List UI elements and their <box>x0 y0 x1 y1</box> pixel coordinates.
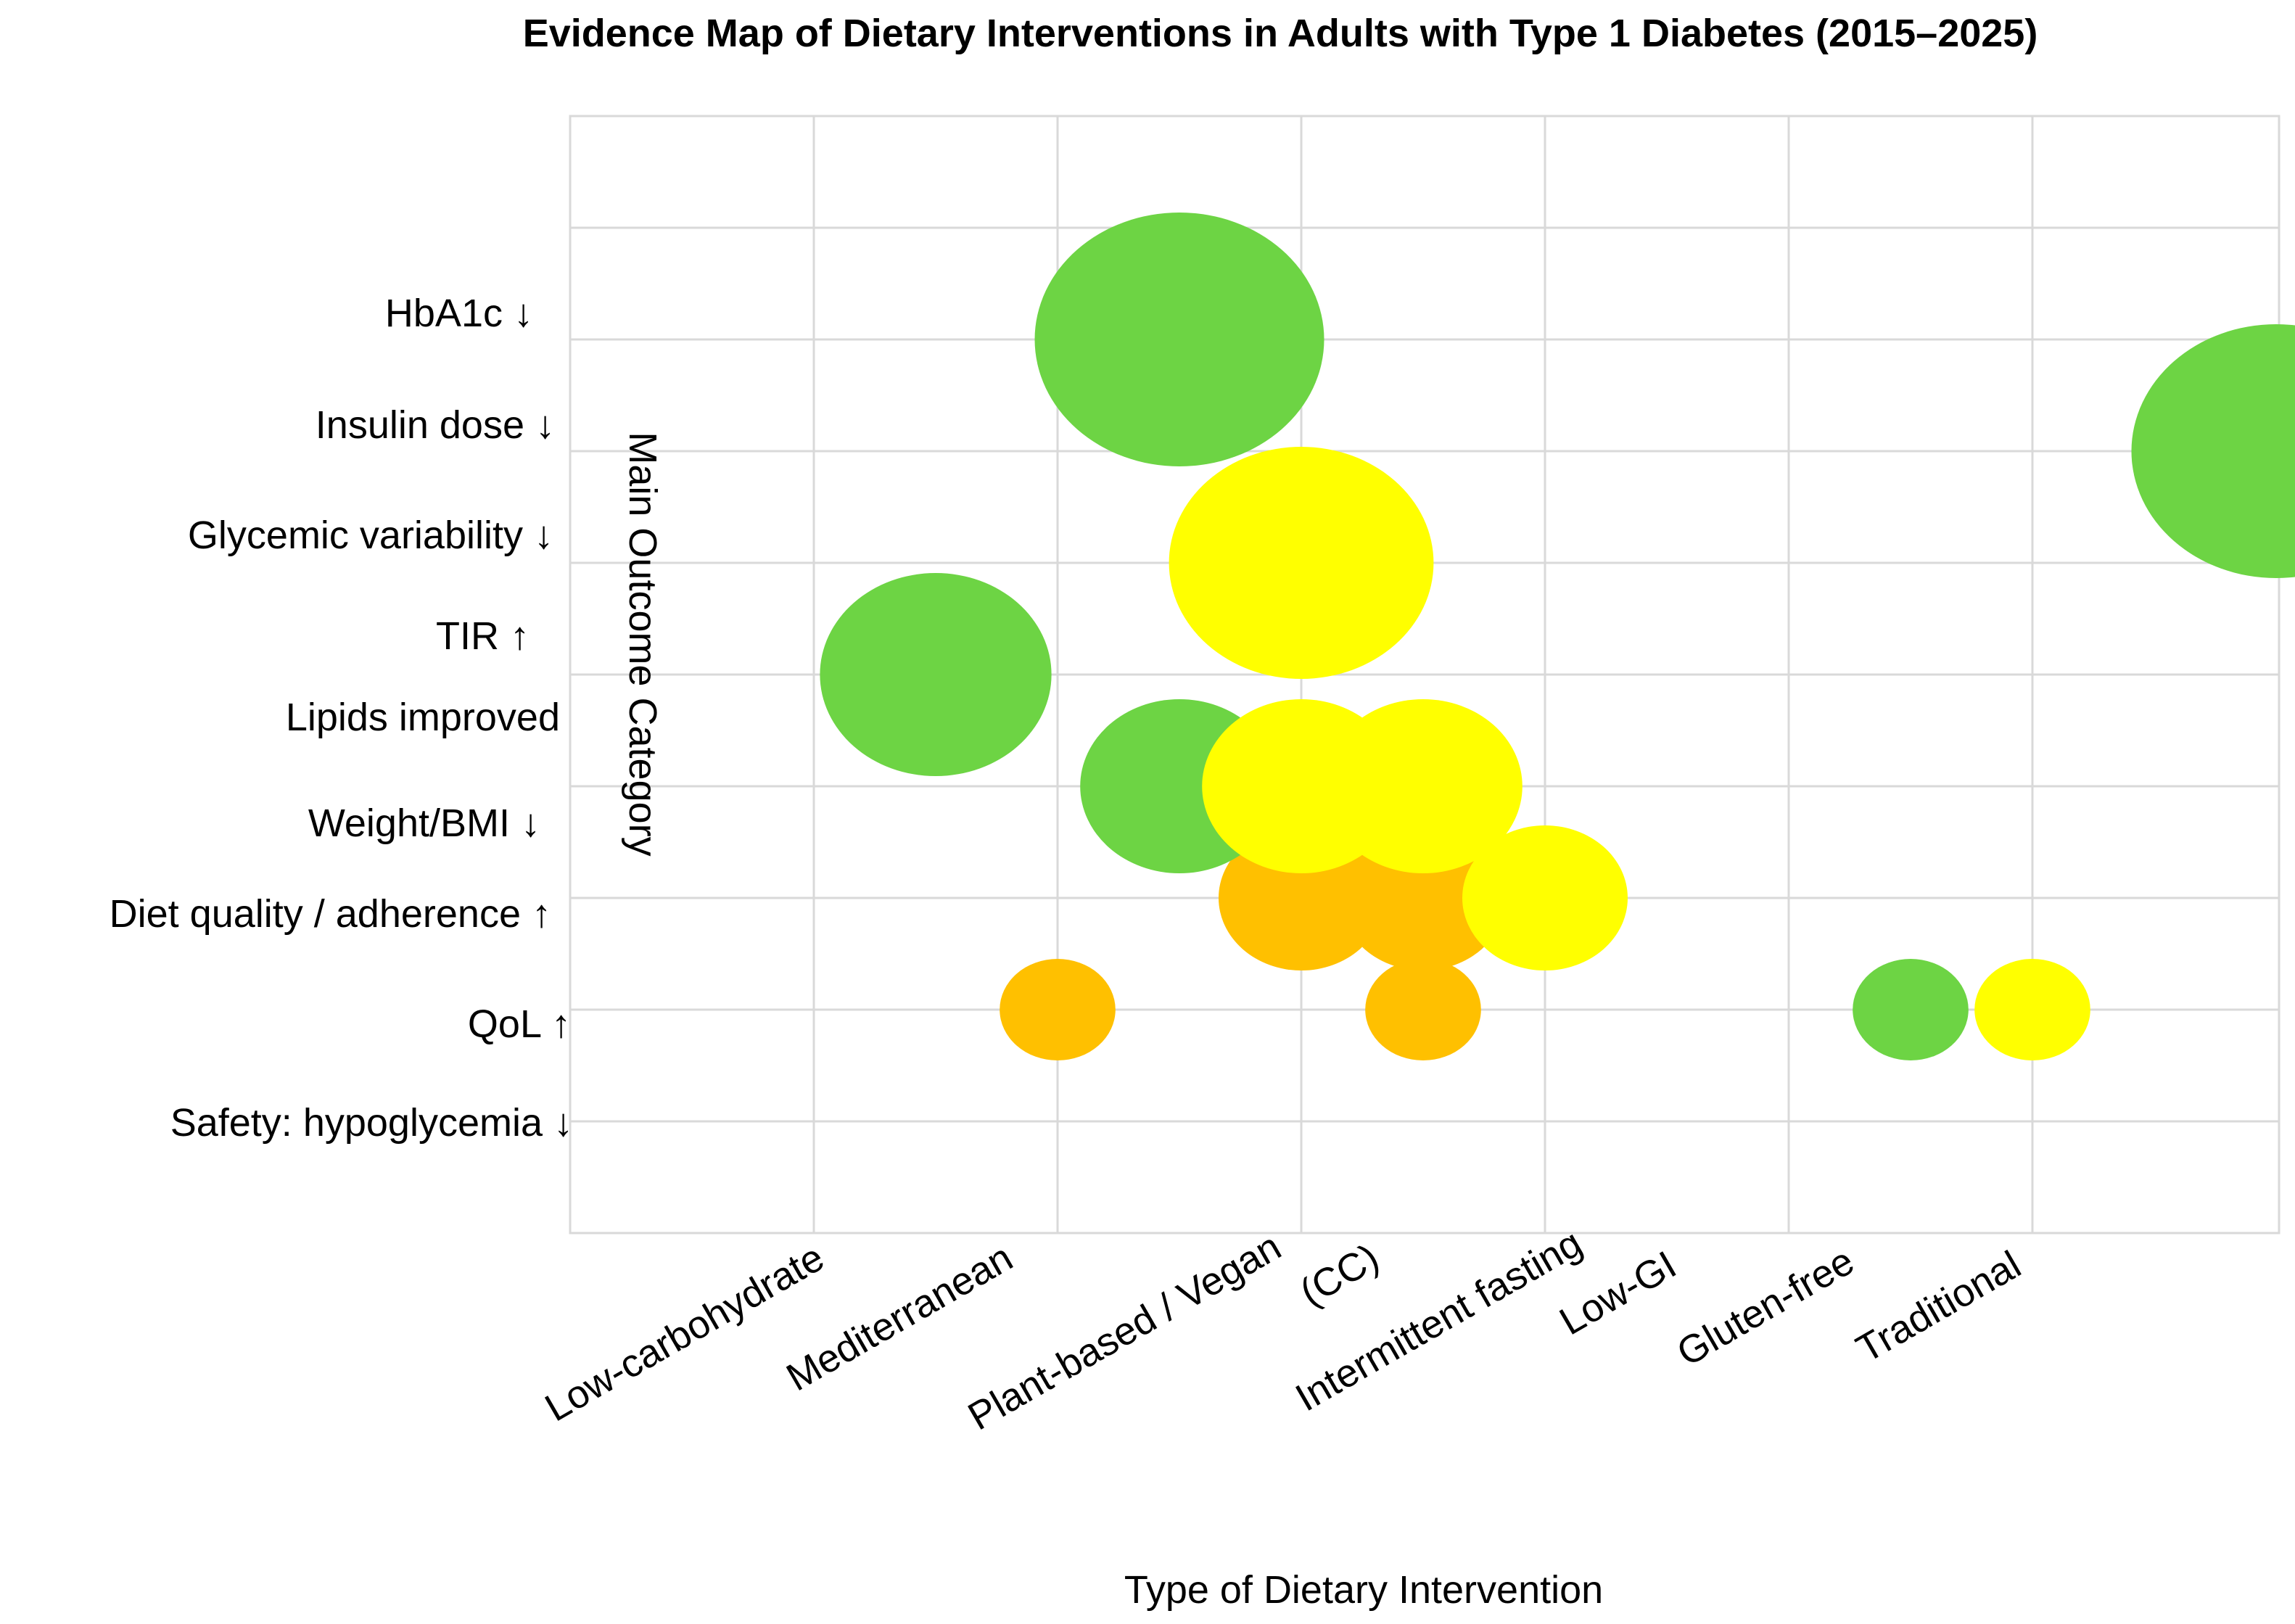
y-tick-label: Diet quality / adherence ↑ <box>110 892 551 936</box>
y-tick-label: TIR ↑ <box>436 614 530 658</box>
x-tick-label: (CC) <box>1293 1235 1386 1314</box>
bubble-point <box>1974 959 2090 1060</box>
chart-title: Evidence Map of Dietary Interventions in… <box>523 12 2038 55</box>
bubble-point <box>1169 447 1434 679</box>
x-tick-label: Low-carbohydrate <box>538 1235 831 1430</box>
bubble-point <box>1000 959 1116 1060</box>
bubble-point <box>1034 213 1324 466</box>
x-tick-label: Gluten-free <box>1670 1239 1861 1374</box>
bubble-point <box>2131 324 2295 578</box>
bubble-point <box>1365 959 1481 1060</box>
bubble-point <box>1853 959 1969 1060</box>
y-tick-label: Insulin dose ↓ <box>316 403 555 447</box>
x-axis-label: Type of Dietary Intervention <box>1124 1568 1603 1612</box>
y-tick-labels: HbA1c ↓ Insulin dose ↓ Glycemic variabilit… <box>110 292 573 1145</box>
x-tick-labels: Low-carbohydrateMediterraneanPlant-based… <box>538 1221 2028 1438</box>
x-tick-label: Intermittent fasting <box>1288 1221 1589 1419</box>
y-tick-label: Glycemic variability ↓ <box>188 514 553 557</box>
y-tick-label: Weight/BMI ↓ <box>308 801 540 845</box>
y-axis-label: Main Outcome Category <box>621 432 664 856</box>
bubbles <box>820 213 2295 1060</box>
bubble-point <box>820 573 1052 776</box>
y-tick-label: HbA1c ↓ <box>385 292 533 335</box>
bubble-point <box>1324 699 1523 873</box>
y-tick-label: Safety: hypoglycemia ↓ <box>170 1101 573 1145</box>
bubble-point <box>1462 825 1628 970</box>
y-tick-label: Lipids improved <box>286 696 560 739</box>
x-tick-label: Traditional <box>1849 1242 2028 1371</box>
y-tick-label: QoL ↑ <box>468 1002 571 1046</box>
